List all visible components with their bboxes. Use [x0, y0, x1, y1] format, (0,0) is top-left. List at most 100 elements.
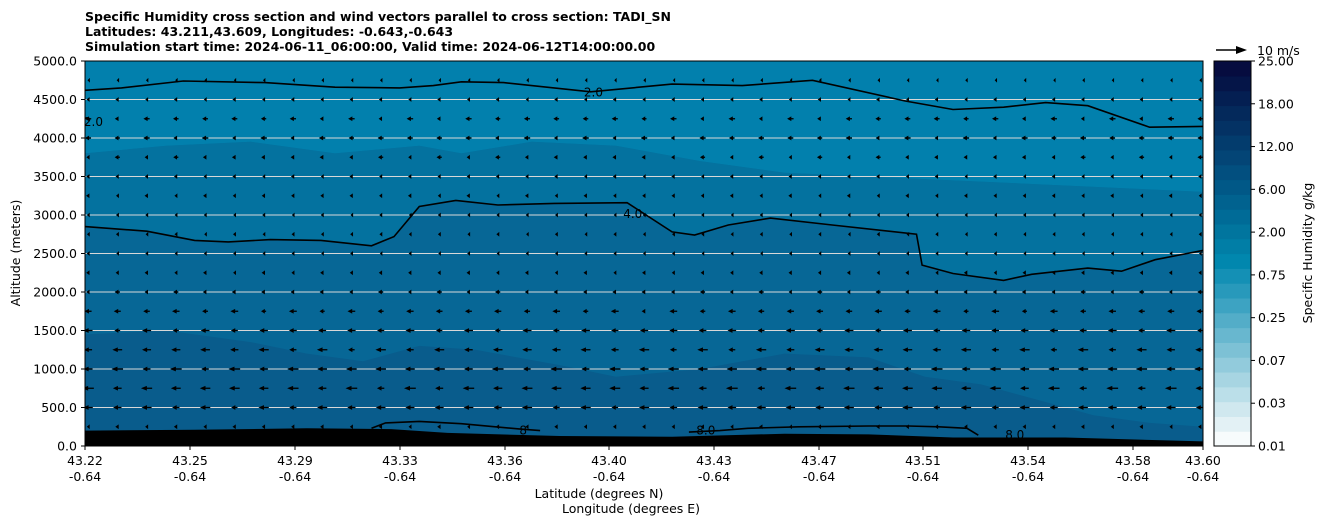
wind-vector-head [961, 366, 967, 372]
wind-vector-head [1108, 116, 1114, 122]
wind-vector-head [199, 405, 206, 410]
wind-vector-head [814, 347, 821, 353]
y-tick-label: 3000.0 [33, 208, 77, 223]
wind-vector-head [115, 97, 119, 102]
wind-vector-head [85, 308, 89, 314]
wind-vector-head [553, 289, 558, 295]
wind-vector-head [316, 347, 323, 353]
wind-vector-head [1106, 385, 1113, 391]
wind-vector-head [438, 251, 441, 256]
wind-vector-head [729, 289, 734, 295]
wind-vector-head [175, 77, 178, 83]
wind-vector-head [1080, 308, 1085, 314]
wind-vector-head [467, 77, 471, 83]
wind-vector-head [173, 116, 177, 122]
wind-vector-head [583, 154, 587, 160]
wind-vector-head [961, 385, 967, 391]
wind-vector-head [582, 308, 587, 314]
wind-vector-head [497, 77, 500, 83]
wind-vector-head [698, 385, 704, 391]
wind-vector-head [963, 154, 968, 160]
wind-vector-head [701, 77, 705, 83]
colorbar-segment [1214, 401, 1251, 417]
wind-vector-head [784, 385, 791, 391]
wind-vector-head [1082, 251, 1085, 256]
wind-vector-head [875, 289, 880, 295]
wind-vector-head [524, 289, 529, 295]
wind-vector-head [726, 366, 733, 372]
wind-vector-head [1168, 193, 1173, 199]
wind-vector-head [145, 231, 149, 237]
wind-vector-head [1107, 366, 1113, 372]
wind-vector-head [817, 424, 821, 430]
quiver-key-label: 10 m/s [1257, 43, 1300, 58]
wind-vector-head [321, 251, 324, 256]
wind-vector-head [114, 289, 119, 295]
wind-vector-head [934, 174, 939, 179]
wind-vector-head [584, 251, 588, 256]
colorbar-segment [1214, 90, 1251, 107]
wind-vector-head [904, 135, 909, 141]
wind-vector-head [989, 366, 996, 372]
wind-vector-head [463, 405, 469, 410]
wind-vector-head [114, 135, 119, 141]
colorbar-segment [1214, 75, 1251, 92]
colorbar-segment [1214, 327, 1251, 343]
wind-vector-head [671, 193, 675, 199]
wind-vector-head [378, 154, 382, 160]
wind-vector-head [1164, 385, 1171, 391]
wind-vector-head [727, 308, 733, 314]
wind-vector-head [291, 212, 295, 218]
wind-vector-head [523, 308, 529, 314]
colorbar-tick-label: 25.00 [1258, 54, 1294, 69]
wind-vector-head [552, 308, 558, 314]
wind-vector-head [1198, 270, 1202, 276]
wind-vector-head [876, 97, 880, 102]
wind-vector-head [203, 212, 207, 218]
wind-vector-head [408, 289, 412, 295]
wind-vector-head [641, 308, 646, 314]
wind-vector-head [1111, 77, 1115, 83]
x-tick-label-lat: 43.58 [1115, 453, 1151, 468]
wind-vector-head [701, 212, 705, 218]
wind-vector-head [85, 385, 89, 391]
wind-vector-head [1049, 405, 1055, 410]
x-tick-label-lat: 43.33 [382, 453, 418, 468]
wind-vector-head [232, 174, 236, 179]
wind-vector-head [114, 116, 119, 122]
wind-vector-head [289, 116, 294, 122]
wind-vector-head [1198, 424, 1202, 430]
wind-vector-head [642, 97, 646, 102]
wind-vector-head [86, 270, 90, 276]
colorbar-tick-label: 0.03 [1258, 396, 1286, 411]
y-tick-label: 2000.0 [33, 285, 77, 300]
wind-vector-head [406, 135, 412, 141]
wind-vector-head [876, 212, 880, 218]
wind-vector-head [642, 251, 646, 256]
wind-vector-head [406, 347, 411, 353]
wind-vector-head [1023, 77, 1027, 83]
x-tick-label-lat: 43.25 [172, 453, 208, 468]
x-axis-label-longitude: Longitude (degrees E) [562, 501, 700, 516]
wind-vector-head [290, 97, 295, 102]
wind-vector-head [1168, 270, 1173, 276]
wind-vector-head [902, 347, 908, 353]
wind-vector-head [758, 154, 763, 160]
wind-vector-head [405, 405, 411, 410]
wind-vector-head [496, 251, 500, 256]
wind-vector-head [640, 135, 646, 141]
wind-vector-head [641, 154, 646, 160]
wind-vector-head [1195, 385, 1201, 391]
wind-vector-head [580, 385, 586, 391]
wind-vector-head [321, 77, 324, 83]
wind-vector-head [551, 385, 557, 391]
wind-vector-head [728, 116, 733, 122]
wind-vector-head [320, 97, 324, 102]
wind-vector-head [466, 289, 470, 295]
wind-vector-head [258, 385, 265, 391]
wind-vector-head [1107, 405, 1113, 410]
wind-vector-head [1167, 308, 1172, 314]
wind-vector-head [522, 347, 528, 353]
wind-vector-head [670, 135, 675, 141]
wind-vector-head [1081, 97, 1085, 102]
